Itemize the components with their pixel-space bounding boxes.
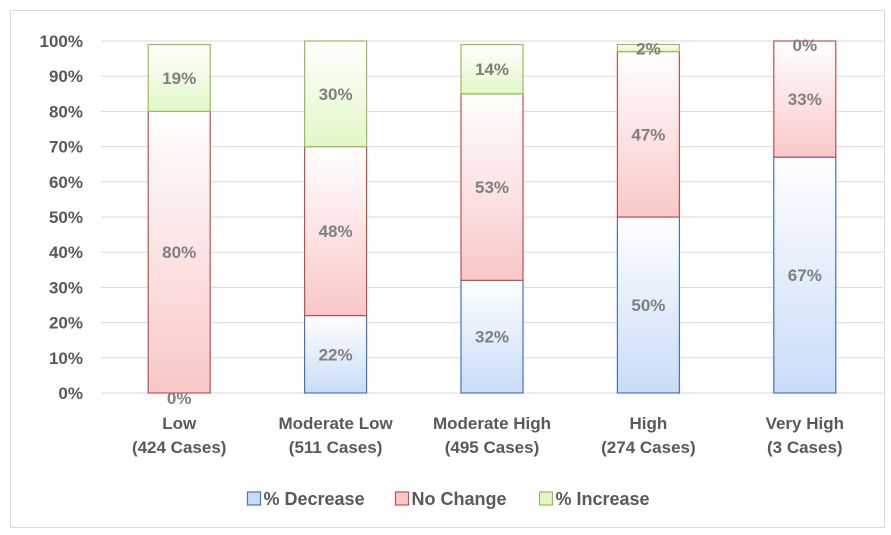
data-label: 32% — [475, 328, 509, 347]
legend: % Decrease No Change % Increase — [246, 489, 650, 509]
bar-segment — [304, 146, 368, 317]
y-tick-label: 100% — [40, 32, 83, 51]
y-tick-label: 20% — [49, 314, 83, 333]
data-label: 0% — [167, 389, 192, 408]
legend-item: No Change — [394, 489, 507, 509]
bar-segment — [304, 314, 368, 394]
y-tick-label: 0% — [58, 384, 83, 403]
legend-label: % Increase — [556, 489, 650, 509]
x-category-label: Low (424 Cases) — [132, 414, 227, 457]
data-label: 33% — [788, 90, 822, 109]
y-tick-label: 70% — [49, 138, 83, 157]
bar-segment — [147, 43, 211, 112]
data-labels: 0% 80% 19% 22% 48% 30% 32% 53% 14% 50% 47% 2% 67% 33%… — [162, 36, 822, 408]
data-label: 2% — [636, 40, 661, 59]
bar-segment — [616, 50, 681, 218]
data-label: 80% — [162, 243, 196, 262]
x-category-label: Moderate High (495 Cases) — [433, 414, 551, 457]
legend-swatch — [394, 491, 410, 506]
x-category-label: Moderate Low (511 Cases) — [278, 414, 393, 457]
legend-label: % Decrease — [264, 489, 365, 509]
legend-label: No Change — [412, 489, 507, 509]
y-tick-label: 80% — [49, 102, 83, 121]
y-tick-label: 30% — [49, 278, 83, 297]
y-tick-label: 50% — [49, 208, 83, 227]
x-category-label: Very High (3 Cases) — [766, 414, 844, 457]
data-label: 67% — [788, 266, 822, 285]
x-category-label: High (274 Cases) — [601, 414, 696, 457]
x-axis-categories: Low (424 Cases) Moderate Low (511 Cases) Mod… — [132, 414, 844, 457]
bar-segment — [460, 43, 524, 95]
y-tick-label: 60% — [49, 173, 83, 192]
data-label: 22% — [319, 345, 353, 364]
stacked-bar-chart: 0% 10% 20% 30% 40% 50% 60% 70% 80% 90% 100% 0% 80% 1… — [40, 32, 883, 509]
bars — [147, 40, 837, 394]
data-label: 19% — [162, 69, 196, 88]
data-label: 48% — [319, 222, 353, 241]
chart-frame: 0% 10% 20% 30% 40% 50% 60% 70% 80% 90% 100% 0% 80% 1… — [10, 10, 885, 528]
legend-item: % Decrease — [246, 489, 365, 509]
data-label: 0% — [793, 36, 818, 55]
y-tick-label: 40% — [49, 243, 83, 262]
data-label: 30% — [319, 85, 353, 104]
data-label: 50% — [631, 296, 665, 315]
bar-segment — [616, 43, 681, 53]
y-tick-label: 90% — [49, 67, 83, 86]
legend-swatch — [246, 491, 262, 506]
data-label: 14% — [475, 60, 509, 79]
legend-item: % Increase — [538, 489, 650, 509]
data-label: 53% — [475, 178, 509, 197]
y-axis-ticks: 0% 10% 20% 30% 40% 50% 60% 70% 80% 90% 100% — [40, 32, 83, 403]
bar-segment — [147, 110, 211, 394]
bar-segment — [304, 40, 368, 148]
bar-segment — [773, 156, 837, 394]
bar-segment — [773, 40, 837, 158]
bar-segment — [616, 216, 681, 394]
data-label: 47% — [631, 125, 665, 144]
legend-swatch — [538, 491, 554, 506]
y-tick-label: 10% — [49, 349, 83, 368]
